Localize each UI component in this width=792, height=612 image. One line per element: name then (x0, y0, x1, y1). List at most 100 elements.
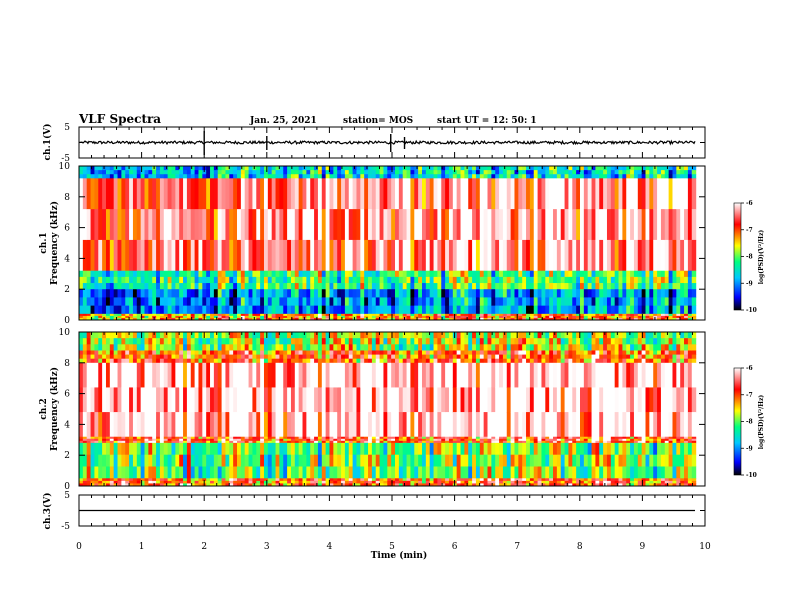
spectrogram-cell (495, 240, 499, 271)
spectrogram-cell (245, 481, 249, 484)
spectrogram-cell (461, 387, 465, 412)
spectrogram-cell (222, 443, 226, 455)
spectrogram-cell (622, 178, 626, 209)
spectrogram-cell (94, 481, 98, 484)
spectrogram-cell (87, 277, 91, 284)
spectrogram-cell (380, 178, 384, 209)
spectrogram-cell (330, 283, 334, 290)
spectrogram-cell (565, 350, 569, 355)
spectrogram-cell (368, 455, 372, 467)
spectrogram-cell (422, 283, 426, 290)
spectrogram-cell (491, 289, 495, 298)
spectrogram-cell (568, 271, 572, 278)
spectrogram-cell (287, 174, 291, 179)
spectrogram-cell (476, 297, 480, 306)
spectrogram-cell (322, 338, 326, 345)
spectrogram-cell (175, 297, 179, 306)
spectrogram-cell (603, 289, 607, 298)
spectrogram-cell (183, 289, 187, 298)
spectrogram-cell (268, 443, 272, 455)
spectrogram-cell (114, 350, 118, 355)
spectrogram-cell (106, 170, 110, 175)
spectrogram-cell (191, 170, 195, 175)
spectrogram-cell (441, 271, 445, 278)
spectrogram-cell (653, 271, 657, 278)
spectrogram-cell (557, 166, 561, 171)
spectrogram-cell (418, 344, 422, 351)
spectrogram-cell (260, 283, 264, 290)
spectrogram-cell (98, 209, 102, 240)
spectrogram-cell (102, 466, 106, 478)
spectrogram-cell (572, 271, 576, 278)
spectrogram-cell (268, 481, 272, 484)
spectrogram-cell (229, 283, 233, 290)
spectrogram-cell (268, 297, 272, 306)
spectrogram-cell (318, 412, 322, 437)
spectrogram-cell (137, 271, 141, 278)
spectrogram-cell (118, 174, 122, 179)
spectrogram-cell (356, 363, 360, 388)
spectrogram-cell (692, 283, 696, 290)
spectrogram-cell (545, 355, 549, 360)
spectrogram-cell (476, 350, 480, 355)
spectrogram-cell (395, 306, 399, 315)
spectrogram-cell (453, 306, 457, 315)
spectrogram-cell (383, 355, 387, 360)
spectrogram-cell (380, 240, 384, 271)
spectrogram-cell (426, 466, 430, 478)
spectrogram-cell (106, 271, 110, 278)
spectrogram-cell (580, 283, 584, 290)
spectrogram-cell (638, 289, 642, 298)
spectrogram-cell (102, 363, 106, 388)
spectrogram-cell (661, 289, 665, 298)
spectrogram-cell (225, 478, 229, 481)
spectrogram-cell (430, 332, 434, 339)
spectrogram-cell (572, 166, 576, 171)
spectrogram-cell (187, 271, 191, 278)
spectrogram-cell (264, 297, 268, 306)
spectrogram-cell (326, 178, 330, 209)
spectrogram-cell (418, 166, 422, 171)
spectrogram-cell (437, 283, 441, 290)
spectrogram-cell (484, 355, 488, 360)
spectrogram-cell (526, 289, 530, 298)
spectrogram-cell (102, 350, 106, 355)
spectrogram-cell (561, 170, 565, 175)
spectrogram-cell (268, 363, 272, 388)
spectrogram-cell (345, 344, 349, 351)
spectrogram-cell (310, 350, 314, 355)
spectrogram-cell (330, 289, 334, 298)
spectrogram-cell (391, 240, 395, 271)
spectrogram-cell (91, 338, 95, 345)
spectrogram-cell (202, 297, 206, 306)
spectrogram-cell (110, 271, 114, 278)
spectrogram-cell (557, 338, 561, 345)
spectrogram-cell (368, 344, 372, 351)
spectrogram-cell (237, 170, 241, 175)
spectrogram-cell (503, 283, 507, 290)
spectrogram-cell (333, 338, 337, 345)
spectrogram-cell (657, 297, 661, 306)
spectrogram-cell (630, 289, 634, 298)
spectrogram-cell (383, 481, 387, 484)
spectrogram-cell (576, 209, 580, 240)
spectrogram-cell (561, 481, 565, 484)
spectrogram-cell (214, 306, 218, 315)
spectrogram-cell (141, 387, 145, 412)
spectrogram-cell (295, 170, 299, 175)
spectrogram-cell (522, 412, 526, 437)
spectrogram-cell (229, 359, 233, 364)
spectrogram-cell (322, 350, 326, 355)
spectrogram-cell (522, 455, 526, 467)
spectrogram-cell (341, 178, 345, 209)
spectrogram-cell (611, 271, 615, 278)
spectrogram-cell (672, 297, 676, 306)
spectrogram-cell (353, 338, 357, 345)
spectrogram-cell (553, 387, 557, 412)
spectrogram-cell (422, 332, 426, 339)
spectrogram-cell (283, 412, 287, 437)
spectrogram-cell (218, 283, 222, 290)
spectrogram-cell (503, 355, 507, 360)
spectrogram-cell (198, 481, 202, 484)
spectrogram-cell (102, 289, 106, 298)
